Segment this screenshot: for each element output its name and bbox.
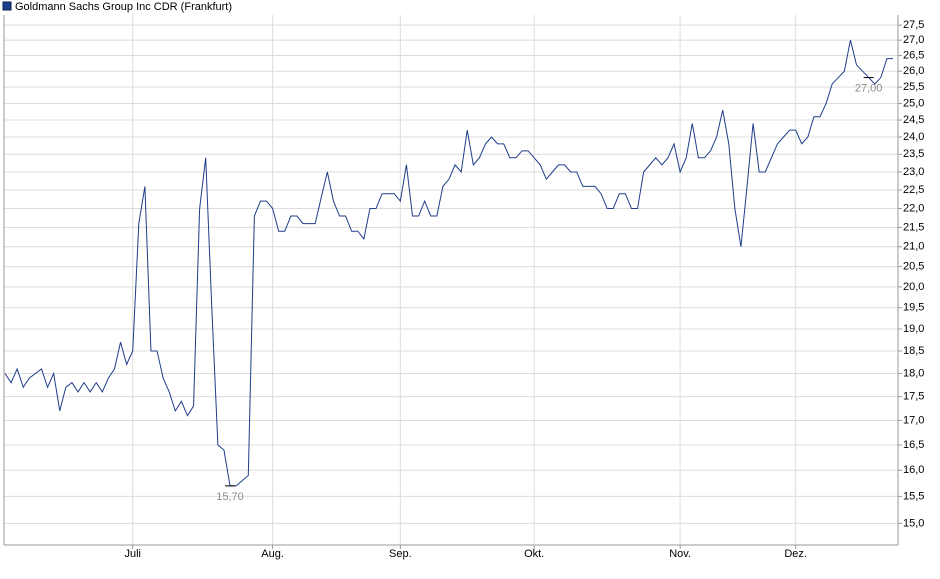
y-tick-label: 26,5	[903, 49, 924, 61]
y-tick-label: 21,5	[903, 221, 924, 233]
y-tick-label: 24,5	[903, 114, 924, 126]
y-tick-label: 16,0	[903, 464, 924, 476]
y-tick-label: 25,0	[903, 97, 924, 109]
y-tick-label: 22,5	[903, 184, 924, 196]
y-tick-label: 23,5	[903, 148, 924, 160]
y-tick-label: 22,0	[903, 202, 924, 214]
y-tick-label: 19,5	[903, 302, 924, 314]
x-tick-label: Juli	[124, 548, 141, 560]
value-label: 15,70	[216, 491, 244, 503]
y-tick-label: 15,5	[903, 490, 924, 502]
y-tick-label: 15,0	[903, 517, 924, 529]
y-tick-label: 19,0	[903, 323, 924, 335]
y-tick-label: 16,5	[903, 439, 924, 451]
y-tick-label: 20,0	[903, 281, 924, 293]
value-label: 27,00	[855, 82, 883, 94]
x-tick-label: Nov.	[669, 548, 691, 560]
y-tick-label: 27,0	[903, 34, 924, 46]
y-tick-label: 17,5	[903, 391, 924, 403]
y-tick-label: 17,0	[903, 414, 924, 426]
price-line	[4, 40, 893, 487]
x-tick-label: Aug.	[261, 548, 284, 560]
y-tick-label: 27,5	[903, 19, 924, 31]
y-tick-label: 25,5	[903, 81, 924, 93]
y-tick-label: 26,0	[903, 65, 924, 77]
x-tick-label: Sep.	[389, 548, 412, 560]
legend-label: Goldmann Sachs Group Inc CDR (Frankfurt)	[15, 1, 232, 13]
y-tick-label: 18,5	[903, 345, 924, 357]
y-tick-label: 21,0	[903, 241, 924, 253]
legend-swatch	[2, 1, 12, 11]
x-tick-label: Dez.	[784, 548, 807, 560]
y-tick-label: 23,0	[903, 166, 924, 178]
y-tick-label: 20,5	[903, 260, 924, 272]
y-tick-label: 18,0	[903, 367, 924, 379]
x-tick-label: Okt.	[524, 548, 544, 560]
y-tick-label: 24,0	[903, 131, 924, 143]
